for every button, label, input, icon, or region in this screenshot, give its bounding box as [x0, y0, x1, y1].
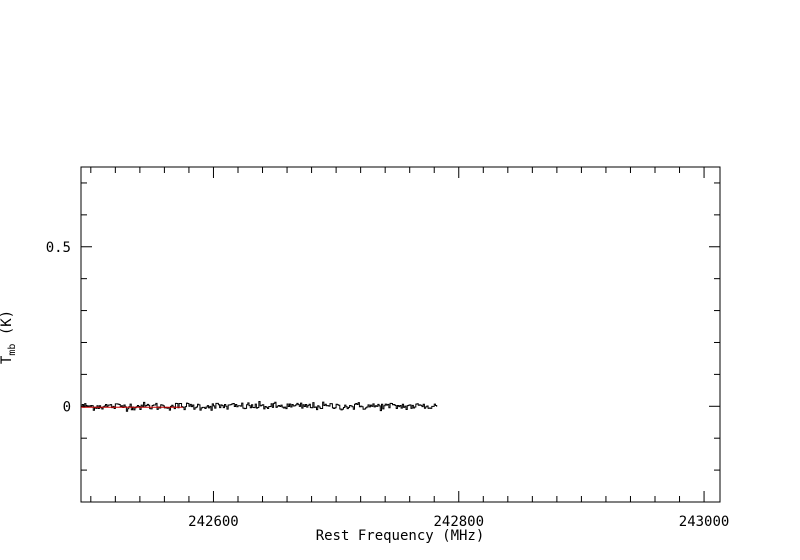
- axis-tick-labels: 242600 242800 243000 0 0.5: [46, 240, 730, 530]
- axis-ticks: [81, 167, 720, 503]
- y-tick-label: 0: [63, 399, 71, 415]
- y-axis-label-subscript: mb: [7, 344, 18, 356]
- y-axis-label-symbol: T: [0, 355, 15, 364]
- x-tick-label: 243000: [679, 514, 730, 530]
- x-axis-label: Rest Frequency (MHz): [316, 528, 485, 544]
- y-tick-label: 0.5: [46, 240, 71, 256]
- y-axis-label: Tmb (K): [0, 310, 18, 364]
- y-axis-label-text: Tmb (K): [0, 310, 18, 364]
- y-axis-label-unit: (K): [0, 310, 15, 344]
- series-group: [81, 401, 438, 412]
- x-tick-label: 242600: [188, 514, 239, 530]
- plot-frame: [80, 166, 721, 503]
- spectrum-series-line: [81, 401, 438, 412]
- x-tick-label: 242800: [433, 514, 484, 530]
